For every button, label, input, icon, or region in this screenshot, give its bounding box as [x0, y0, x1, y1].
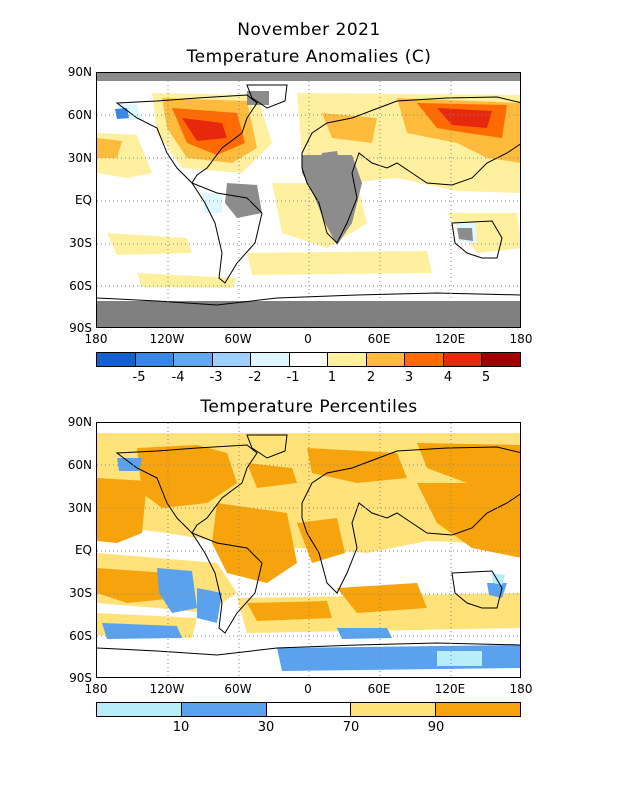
lon-label: 120W — [149, 332, 185, 346]
lat-label: 30S — [69, 236, 92, 250]
colorbar-label: 90 — [427, 720, 445, 735]
percentile-map — [96, 422, 521, 678]
lon-label: 60E — [367, 682, 391, 696]
colorbar-swatch — [135, 353, 175, 366]
lat-label: 90S — [69, 321, 92, 335]
lon-label: 120E — [434, 682, 466, 696]
grid-lines — [97, 73, 520, 327]
lon-label: 0 — [304, 332, 312, 346]
lat-label: 60N — [67, 458, 92, 472]
colorbar-label: 3 — [404, 370, 414, 385]
lat-label: 60N — [67, 108, 92, 122]
colorbar-label: 70 — [342, 720, 360, 735]
lon-label: 180 — [84, 682, 108, 696]
lat-label: 90N — [67, 415, 92, 429]
colorbar-label: 5 — [481, 370, 491, 385]
colorbar-swatch — [405, 353, 444, 366]
colorbar-label: -1 — [286, 370, 300, 385]
lon-label: 0 — [304, 682, 312, 696]
lat-label: EQ — [74, 193, 92, 207]
panel2-title: Temperature Percentiles — [200, 397, 418, 417]
colorbar-swatch — [174, 353, 213, 366]
colorbar-swatch — [266, 703, 352, 716]
lon-label: 60W — [224, 682, 252, 696]
coastlines — [97, 434, 520, 656]
coastlines — [97, 84, 520, 306]
lat-label: 30N — [67, 151, 92, 165]
colorbar-swatch — [97, 353, 136, 366]
lon-label: 180 — [509, 332, 533, 346]
colorbar-label: 30 — [257, 720, 275, 735]
lon-label: 180 — [84, 332, 108, 346]
colorbar-label: -5 — [132, 370, 146, 385]
colorbar-label: 2 — [366, 370, 376, 385]
colorbar-label: 1 — [327, 370, 337, 385]
lon-label: 120E — [434, 332, 466, 346]
panel1-title: Temperature Anomalies (C) — [186, 47, 432, 67]
colorbar-label: -3 — [209, 370, 223, 385]
lon-label: 180 — [509, 682, 533, 696]
anomaly-colorbar — [96, 352, 521, 367]
colorbar-swatch — [436, 703, 520, 716]
lat-label: 90S — [69, 671, 92, 685]
grid-lines — [97, 423, 520, 677]
lat-label: 60S — [69, 629, 92, 643]
lat-label: EQ — [74, 543, 92, 557]
lon-label: 60W — [224, 332, 252, 346]
colorbar-label: 4 — [443, 370, 453, 385]
colorbar-swatch — [97, 703, 182, 716]
lat-label: 30S — [69, 586, 92, 600]
colorbar-swatch — [443, 353, 483, 366]
colorbar-swatch — [181, 703, 267, 716]
colorbar-swatch — [482, 353, 521, 366]
lat-label: 60S — [69, 279, 92, 293]
colorbar-swatch — [351, 703, 437, 716]
colorbar-label: -4 — [171, 370, 185, 385]
main-title: November 2021 — [237, 20, 381, 40]
colorbar-swatch — [212, 353, 252, 366]
lat-label: 90N — [67, 65, 92, 79]
colorbar-label: 10 — [172, 720, 190, 735]
colorbar-swatch — [366, 353, 406, 366]
colorbar-swatch — [328, 353, 367, 366]
lat-label: 30N — [67, 501, 92, 515]
percentile-colorbar — [96, 702, 521, 717]
colorbar-label: -2 — [248, 370, 262, 385]
lon-label: 120W — [149, 682, 185, 696]
colorbar-swatch — [289, 353, 329, 366]
lon-label: 60E — [367, 332, 391, 346]
anomaly-cold — [115, 108, 129, 119]
colorbar-swatch — [251, 353, 290, 366]
anomaly-map — [96, 72, 521, 328]
